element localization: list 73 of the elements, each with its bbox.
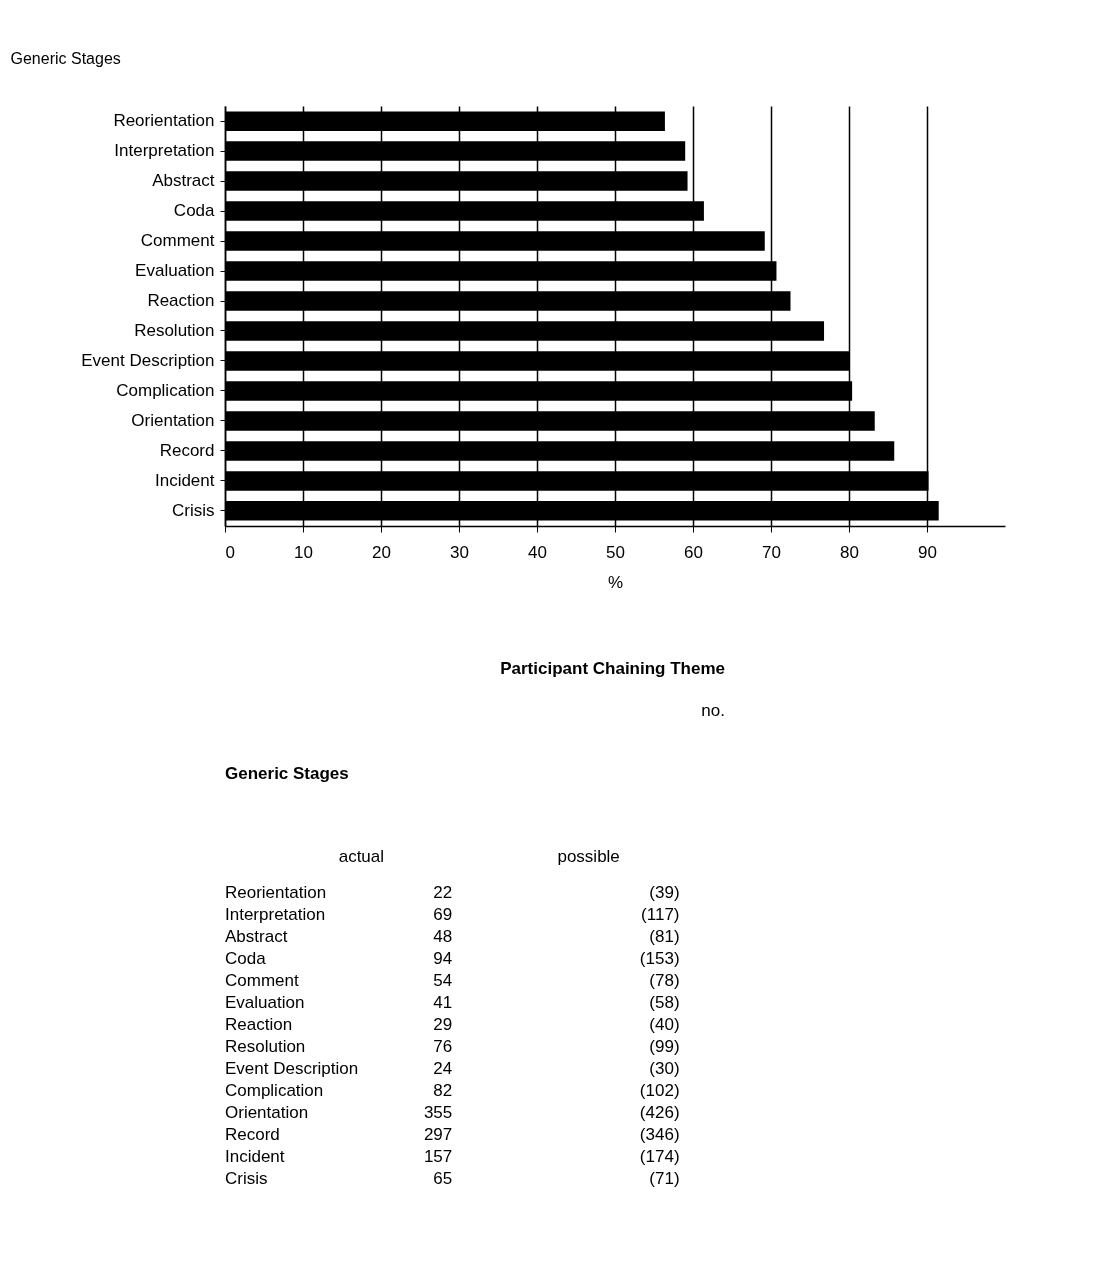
y-tick-label: Comment: [140, 231, 215, 251]
category-label: Complication: [225, 1081, 324, 1100]
y-tick-label: Interpretation: [114, 141, 215, 161]
data-label: (39): [649, 883, 680, 902]
category-label: Evaluation: [225, 993, 305, 1012]
x-axis-title: %: [607, 572, 624, 592]
data-label: (117): [641, 905, 680, 924]
y-axis-title: Generic Stages: [10, 49, 121, 67]
x-tick-label: 0: [225, 542, 235, 562]
data-label: 24: [433, 1059, 453, 1078]
data-label: 54: [433, 971, 453, 990]
y-tick-label: Orientation: [131, 410, 215, 430]
data-label: 82: [433, 1081, 453, 1100]
category-label: Orientation: [225, 1103, 309, 1122]
category-label: Crisis: [225, 1169, 268, 1188]
category-label: Resolution: [225, 1037, 306, 1056]
data-label: 29: [433, 1015, 453, 1034]
x-tick-label: 70: [762, 542, 781, 562]
y-tick-label: Reaction: [147, 291, 215, 311]
category-label: Abstract: [225, 927, 288, 946]
y-tick-label: Incident: [154, 470, 215, 490]
x-tick-label: 20: [372, 542, 391, 562]
data-label: (174): [639, 1147, 680, 1166]
y-tick-label: Record: [159, 440, 215, 460]
category-label: Incident: [225, 1147, 285, 1166]
data-label: (58): [649, 993, 680, 1012]
y-tick-label: Resolution: [134, 320, 215, 340]
y-tick-label: Evaluation: [135, 261, 215, 281]
x-tick-label: 40: [528, 542, 547, 562]
y-tick-label: Complication: [116, 380, 215, 400]
x-tick-label: 60: [684, 542, 703, 562]
y-tick-label: Reorientation: [113, 111, 215, 131]
data-label: (30): [649, 1059, 680, 1078]
data-label: 65: [433, 1169, 453, 1188]
y-tick-label: Event Description: [81, 350, 215, 370]
x-tick-label: 10: [294, 542, 313, 562]
y-tick-label: Crisis: [172, 500, 215, 520]
category-label: Record: [225, 1125, 280, 1144]
data-label: (102): [639, 1081, 680, 1100]
data-label: (153): [639, 949, 680, 968]
x-tick-label: 50: [606, 542, 625, 562]
data-label: (71): [649, 1169, 680, 1188]
y-tick-label: Abstract: [152, 171, 215, 191]
text: no.: [701, 701, 725, 720]
x-tick-label: 90: [918, 542, 937, 562]
data-label: 69: [433, 905, 453, 924]
data-label: 48: [433, 927, 453, 946]
text: actual: [338, 847, 385, 866]
data-label: (426): [639, 1103, 680, 1122]
text: Generic Stages: [225, 764, 349, 783]
data-label: 41: [433, 993, 453, 1012]
data-label: 355: [423, 1103, 453, 1122]
data-label: 94: [433, 949, 453, 968]
data-label: (81): [649, 927, 680, 946]
category-label: Reorientation: [225, 883, 327, 902]
text: possible: [557, 847, 620, 866]
data-label: (40): [649, 1015, 680, 1034]
data-label: 22: [433, 883, 453, 902]
category-label: Event Description: [225, 1059, 359, 1078]
data-label: (78): [649, 971, 680, 990]
category-label: Reaction: [225, 1015, 293, 1034]
data-label: 76: [433, 1037, 453, 1056]
data-label: 297: [423, 1125, 453, 1144]
y-tick-label: Coda: [173, 201, 216, 221]
x-tick-label: 30: [450, 542, 469, 562]
x-tick-label: 80: [840, 542, 859, 562]
data-label: (99): [649, 1037, 680, 1056]
category-label: Coda: [225, 949, 267, 968]
data-label: (346): [639, 1125, 680, 1144]
data-label: 157: [423, 1147, 453, 1166]
category-label: Interpretation: [225, 905, 326, 924]
text: Participant Chaining Theme: [500, 659, 725, 678]
category-label: Comment: [225, 971, 299, 990]
